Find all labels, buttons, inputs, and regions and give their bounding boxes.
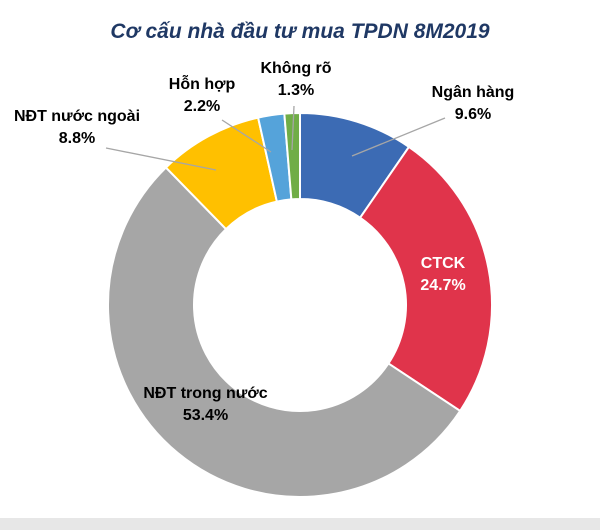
footer-strip [0, 518, 600, 530]
label-hon-hop-value: 2.2% [183, 98, 221, 116]
label-ctck-name: CTCK [420, 255, 466, 272]
label-ndt-trong-nuoc: NĐT trong nước 53.4% [143, 383, 268, 427]
label-ndt-nuoc-ngoai: NĐT nước ngoài 8.8% [12, 106, 142, 150]
donut-segments [107, 111, 493, 498]
leader-line-hon-hop [221, 119, 272, 153]
label-ndt-trong-nuoc-value: 53.4% [182, 407, 229, 425]
label-khong-ro-name: Không rõ [260, 60, 332, 77]
label-ndt-trong-nuoc-name: NĐT trong nước [143, 385, 268, 402]
label-hon-hop-name: Hỗn hợp [168, 76, 236, 93]
label-ngan-hang-value: 9.6% [454, 106, 492, 124]
label-khong-ro-value: 1.3% [277, 82, 315, 100]
label-hon-hop: Hỗn hợp 2.2% [147, 74, 257, 118]
leader-line-ngan-hang [351, 117, 446, 157]
leader-line-khong-ro [291, 105, 295, 151]
pie-segment-5 [283, 111, 301, 201]
pie-segment-2 [107, 166, 462, 498]
chart-title: Cơ cấu nhà đầu tư mua TPDN 8M2019 [110, 20, 490, 43]
label-ngan-hang: Ngân hàng 9.6% [408, 82, 538, 126]
label-ctck: CTCK 24.7% [388, 253, 498, 297]
label-khong-ro: Không rõ 1.3% [241, 58, 351, 102]
leader-line-ndt-nuoc-ngoai [105, 147, 217, 171]
leader-lines [105, 105, 446, 171]
label-ndt-nuoc-ngoai-name: NĐT nước ngoài [13, 108, 141, 125]
label-ctck-value: 24.7% [420, 277, 466, 295]
label-ndt-nuoc-ngoai-value: 8.8% [58, 130, 96, 148]
label-ngan-hang-name: Ngân hàng [431, 84, 515, 101]
pie-segment-1 [358, 145, 493, 413]
